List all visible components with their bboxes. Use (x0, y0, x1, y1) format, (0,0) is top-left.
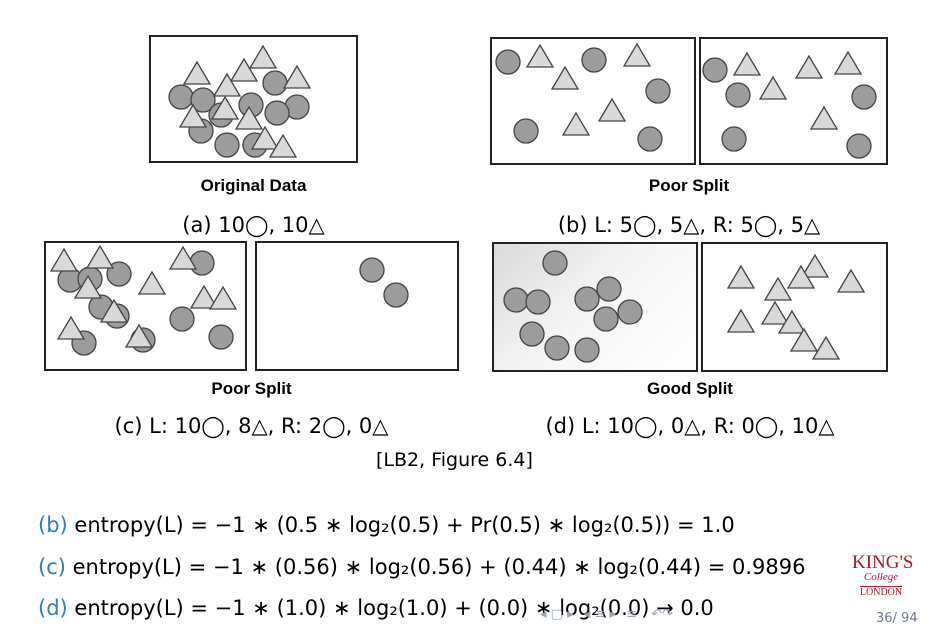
mixed-shapes-illustration (49, 244, 238, 356)
equation-tag: (d) (38, 596, 68, 620)
panel-caption: (b) L: 5◯, 5△, R: 5◯, 5△ (557, 213, 821, 237)
figure-citation: [LB2, Figure 6.4] (376, 449, 533, 471)
kings-college-logo: KING'S College LONDON (852, 552, 914, 599)
nav-prev-frame-icon[interactable]: ◂ ▢ ▸ (540, 607, 574, 622)
panel-poor-split-c-left (44, 241, 247, 371)
equation-tag: (c) (38, 555, 66, 579)
logo-line-london: LONDON (859, 586, 903, 598)
panel-caption: (c) L: 10◯, 8△, R: 2◯, 0△ (114, 414, 389, 438)
panel-original-data (149, 35, 358, 163)
mixed-shapes-illustration (359, 257, 409, 308)
panel-caption: (d) L: 10◯, 0△, R: 0◯, 10△ (545, 414, 835, 438)
logo-line-college: College (863, 571, 899, 583)
panel-label: Poor Split (211, 379, 292, 398)
entropy-equation-b: (b) entropy(L) = −1 ∗ (0.5 ∗ log₂(0.5) +… (38, 513, 735, 537)
triangles-illustration (726, 253, 866, 360)
panel-label: Poor Split (648, 176, 730, 195)
beamer-navigation[interactable]: ◂ ▢ ▸ ◂ ≡ ▸ ≡ ↶↷ (540, 607, 673, 622)
mixed-shapes-illustration (495, 42, 671, 152)
equation-text: entropy(L) = −1 ∗ (1.0) ∗ log₂(1.0) + (0… (74, 596, 714, 620)
nav-menu-icon[interactable]: ≡ (626, 607, 638, 622)
panel-label: Original Data (200, 176, 307, 195)
panel-poor-split-c-right (255, 241, 459, 371)
nav-prev-section-icon[interactable]: ◂ ≡ ▸ (583, 607, 616, 622)
panel-caption: (a) 10◯, 10△ (182, 213, 325, 237)
page-number: 36/ 94 (876, 611, 918, 626)
entropy-equation-c: (c) entropy(L) = −1 ∗ (0.56) ∗ log₂(0.56… (38, 555, 806, 579)
mixed-shapes-illustration (168, 44, 312, 158)
panel-poor-split-right (699, 37, 888, 165)
equation-text: entropy(L) = −1 ∗ (0.56) ∗ log₂(0.56) + … (72, 555, 806, 579)
equation-text: entropy(L) = −1 ∗ (0.5 ∗ log₂(0.5) + Pr(… (74, 513, 735, 537)
circles-illustration (503, 250, 643, 363)
panel-label: Good Split (647, 379, 733, 398)
panel-good-split-left (492, 242, 698, 372)
panel-poor-split-left (490, 37, 696, 165)
panel-good-split-right (701, 242, 888, 372)
mixed-shapes-illustration (702, 50, 877, 159)
logo-line-kings: KING'S (852, 552, 914, 573)
nav-search-icon[interactable]: ↶↷ (651, 607, 673, 622)
entropy-equation-d: (d) entropy(L) = −1 ∗ (1.0) ∗ log₂(1.0) … (38, 596, 714, 620)
equation-tag: (b) (38, 513, 68, 537)
